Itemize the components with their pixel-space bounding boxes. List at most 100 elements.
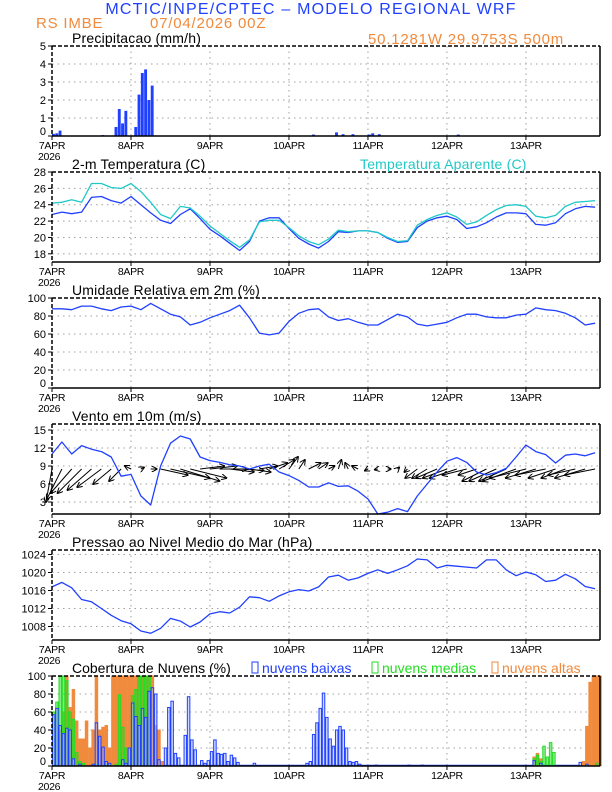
x-tick-label: 8APR: [118, 770, 145, 782]
x-tick-label: 12APR: [431, 644, 463, 656]
cloud-bar-nuvens-baixas: [176, 757, 181, 767]
precip-bar: [341, 134, 345, 136]
pressure-line-blue: [51, 558, 596, 634]
y-tick-label: 3: [40, 497, 46, 509]
precip-bar: [58, 130, 62, 136]
cloud-bar-nuvens-medias: [548, 742, 553, 767]
wind-vector: [141, 468, 144, 470]
cloud-bar-nuvens-baixas: [232, 757, 237, 767]
cloud-bar-nuvens-baixas: [134, 716, 138, 767]
precip-bar: [52, 133, 55, 136]
wind-panel: 7APR 8APR 9APR 10APR 11APR 12APR 13APR 2026 3 6 9 1…: [34, 423, 601, 541]
x-tick-label: 13APR: [510, 644, 542, 656]
cloud-bar-nuvens-baixas: [157, 759, 161, 767]
x-tick-label: 9APR: [197, 518, 224, 530]
x-tick-label: 10APR: [273, 770, 305, 782]
y-tick-label: 60: [34, 329, 46, 341]
wind-vector: [77, 468, 102, 487]
y-tick-label: 0: [40, 126, 46, 138]
mid-clouds-legend-box: [371, 661, 379, 674]
x-tick-label: 10APR: [273, 518, 305, 530]
x-tick-label: 13APR: [510, 266, 542, 278]
y-tick-label: 1020: [22, 568, 46, 580]
wind-vector: [308, 463, 321, 470]
wind-vector: [565, 468, 596, 475]
wind-vector: [405, 468, 418, 478]
wind-vector: [190, 468, 226, 478]
precip-bar: [371, 133, 375, 136]
x-tick-label: 12APR: [431, 140, 463, 152]
y-tick-label: 28: [34, 167, 46, 179]
precip-marks: [52, 69, 536, 136]
year-label: 2026: [38, 529, 61, 541]
y-tick-label: 20: [34, 743, 46, 755]
wind-vector: [259, 466, 277, 469]
temperature-line-blue: [51, 195, 596, 252]
y-tick-label: 60: [34, 707, 46, 719]
cloud-bar-nuvens-altas: [111, 675, 115, 767]
clouds-panel: 7APR 8APR 9APR 10APR 11APR 12APR 13APR 2026 020 4…: [28, 671, 602, 792]
x-tick-label: 10APR: [273, 140, 305, 152]
cloud-bar-nuvens-baixas: [334, 729, 339, 767]
wind-vector: [180, 468, 219, 481]
cloud-bar-nuvens-medias: [545, 756, 550, 767]
x-tick-label: 7APR: [39, 518, 66, 530]
x-tick-label: 10APR: [273, 392, 305, 404]
temperature-line-cyan: [51, 182, 596, 248]
cloud-bar-nuvens-baixas: [97, 735, 102, 767]
cloud-bar-nuvens-baixas: [315, 722, 319, 767]
wind-vector: [58, 468, 82, 493]
cloud-bar-nuvens-baixas: [200, 760, 204, 767]
y-tick-label: 6: [40, 479, 46, 491]
x-tick-label: 9APR: [197, 140, 224, 152]
wind-vector: [67, 468, 92, 490]
y-tick-label: 40: [34, 347, 46, 359]
wind-vector: [459, 468, 477, 475]
y-tick-label: 20: [34, 365, 46, 377]
cloud-bar-nuvens-baixas: [101, 746, 105, 767]
cloud-bar-nuvens-baixas: [186, 696, 191, 767]
cloud-bar-nuvens-baixas: [58, 725, 62, 767]
year-label: 2026: [38, 277, 61, 289]
y-tick-label: 12: [34, 443, 46, 455]
y-tick-label: 80: [34, 689, 46, 701]
x-tick-label: 9APR: [197, 770, 224, 782]
wind-vector: [516, 468, 546, 475]
y-tick-label: 26: [34, 183, 46, 195]
wind-vector: [318, 463, 328, 470]
cloud-bar-nuvens-baixas: [328, 738, 332, 767]
wind-vector: [338, 460, 341, 470]
wind-title: Vento em 10m (m/s): [72, 408, 202, 424]
precip-bar: [114, 127, 118, 136]
x-tick-label: 13APR: [510, 770, 542, 782]
cloud-bar-nuvens-altas: [84, 720, 89, 767]
x-tick-label: 11APR: [352, 266, 384, 278]
mid-clouds-legend: nuvens medias: [382, 660, 476, 676]
x-tick-label: 13APR: [510, 140, 542, 152]
humidity-line-blue: [52, 302, 596, 336]
wind-vector: [200, 466, 224, 469]
y-tick-label: 0: [40, 756, 46, 768]
cloud-bar-nuvens-baixas: [127, 747, 132, 767]
wind-vector: [469, 468, 497, 481]
cloud-bar-nuvens-baixas: [51, 714, 56, 767]
cloud-bar-nuvens-baixas: [338, 725, 342, 767]
cloud-bar-nuvens-baixas: [223, 752, 227, 767]
cloud-bar-nuvens-baixas: [318, 707, 322, 767]
precip-bar: [117, 109, 121, 136]
cloud-bar-nuvens-baixas: [153, 693, 158, 767]
humidity-marks: [52, 302, 596, 336]
wind-vector: [462, 468, 487, 481]
cloud-bar-nuvens-baixas: [167, 707, 171, 767]
wind-vector: [443, 468, 467, 475]
x-tick-label: 8APR: [118, 644, 145, 656]
x-tick-label: 11APR: [352, 392, 384, 404]
y-tick-label: 100: [28, 671, 46, 683]
cloud-bar-nuvens-baixas: [147, 690, 151, 767]
y-tick-label: 1: [40, 113, 46, 125]
clouds-marks: [51, 675, 602, 767]
y-tick-label: 15: [34, 425, 46, 437]
wind-vector: [365, 469, 368, 471]
cloud-bar-nuvens-baixas: [193, 749, 197, 767]
low-clouds-legend: nuvens baixas: [262, 660, 352, 676]
